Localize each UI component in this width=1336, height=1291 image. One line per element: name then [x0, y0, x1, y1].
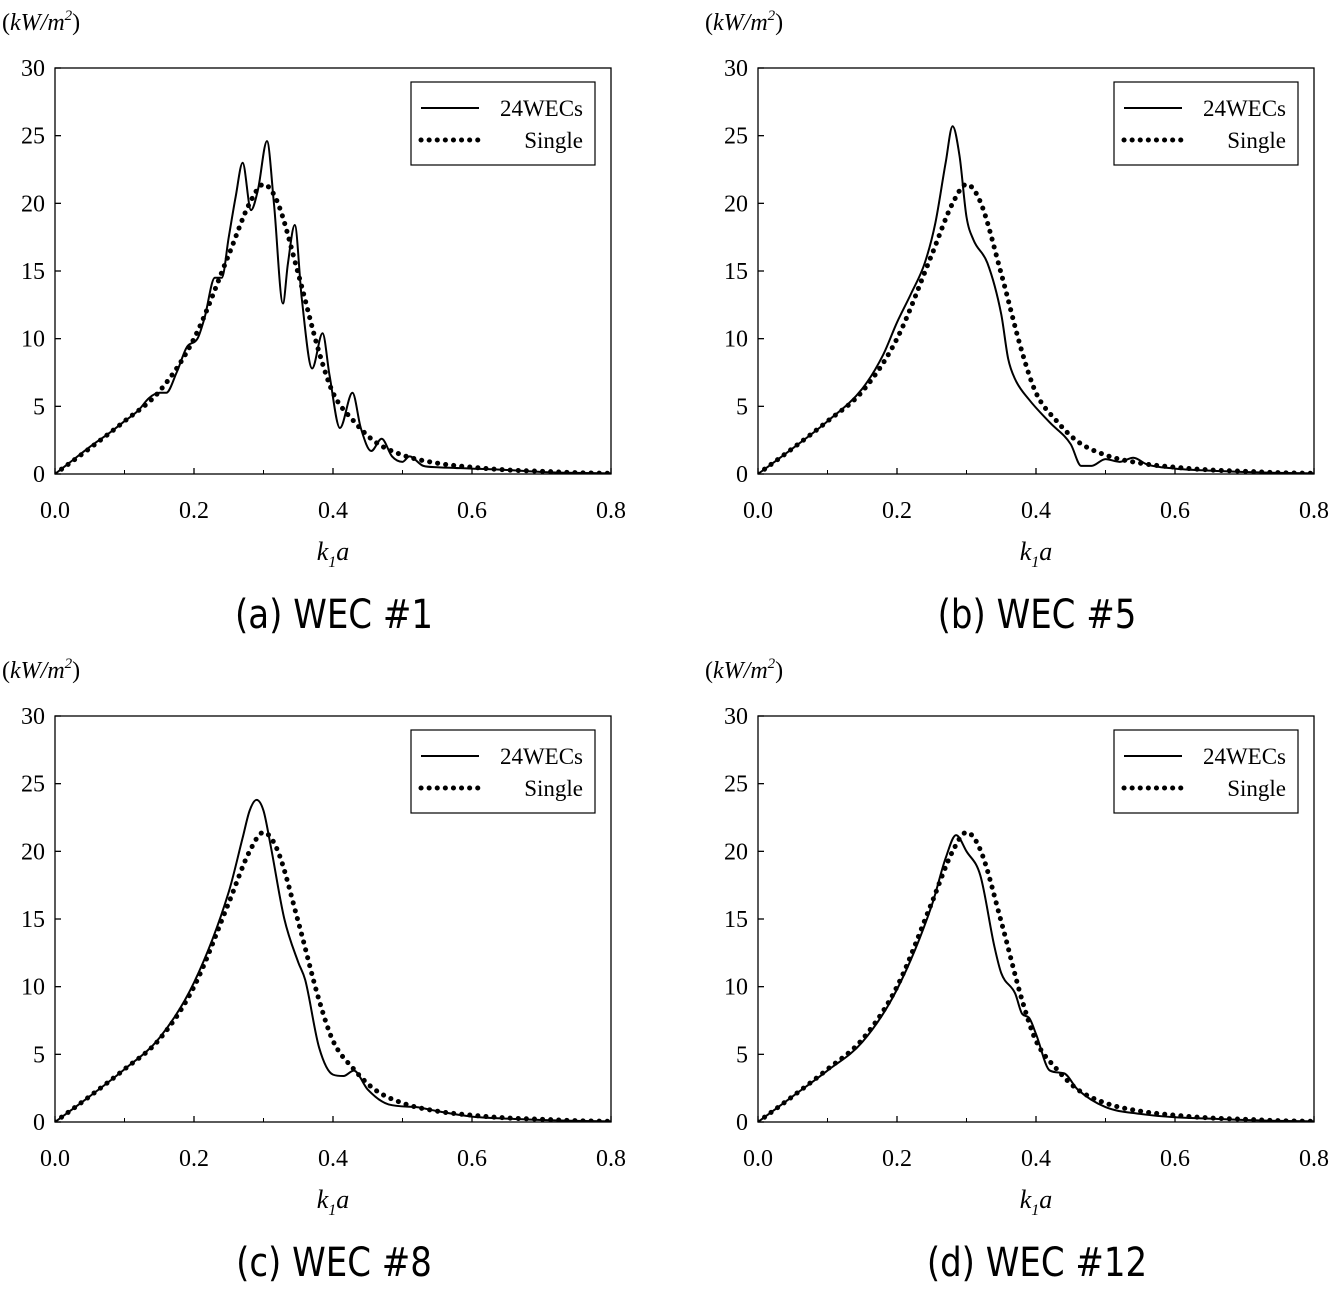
y-tick-label-d: 20: [724, 839, 748, 865]
y-tick-label-c: 0: [33, 1110, 45, 1136]
y-tick-label-a: 15: [21, 259, 45, 285]
y-unit-label-b: (kW/m2): [705, 8, 783, 36]
legend-box-c: [410, 729, 596, 814]
x-tick-label-c: 0.4: [318, 1146, 348, 1172]
legend-label-single-c: Single: [524, 776, 583, 801]
y-tick-label-b: 20: [724, 191, 748, 217]
y-tick-label-a: 30: [21, 56, 45, 82]
x-tick-label-c: 0.8: [596, 1146, 626, 1172]
y-tick-label-b: 25: [724, 124, 748, 150]
y-tick-label-c: 15: [21, 907, 45, 933]
legend-label-24wecs-a: 24WECs: [500, 96, 583, 121]
y-tick-label-c: 30: [21, 704, 45, 730]
chart-svg-a: (kW/m2) 0 5 10 15 20 25 30 0.0 0.2 0.4 0.6 0.8 k1a 24W…: [2, 8, 626, 571]
chart-panel-b: (kW/m2) 0 5 10 15 20 25 30 0.0 0.2 0.4 0.6 0.8 k1a 24W…: [703, 0, 1336, 643]
x-axis-label-a: k1a: [317, 537, 350, 571]
y-tick-label-c: 5: [33, 1042, 45, 1068]
x-tick-label-d: 0.0: [743, 1146, 773, 1172]
x-tick-label-b: 0.8: [1299, 498, 1329, 524]
y-tick-label-d: 30: [724, 704, 748, 730]
series-line-single-b: [758, 181, 1314, 474]
legend-box-b: [1113, 81, 1299, 166]
y-tick-label-c: 25: [21, 772, 45, 798]
legend-box-a: [410, 81, 596, 166]
legend-label-single-d: Single: [1227, 776, 1286, 801]
chart-panel-c: (kW/m2) 0 5 10 15 20 25 30 0.0 0.2 0.4 0.6 0.8 k1a 24W…: [0, 648, 668, 1291]
y-tick-label-a: 25: [21, 124, 45, 150]
series-line-24wecs-d: [758, 834, 1314, 1122]
x-tick-label-c: 0.0: [40, 1146, 70, 1172]
x-tick-label-a: 0.2: [179, 498, 209, 524]
x-tick-label-b: 0.4: [1021, 498, 1051, 524]
chart-svg-d: (kW/m2) 0 5 10 15 20 25 30 0.0 0.2 0.4 0.6 0.8 k1a 24W…: [705, 656, 1329, 1219]
x-axis-label-b: k1a: [1020, 537, 1053, 571]
legend-label-24wecs-b: 24WECs: [1203, 96, 1286, 121]
chart-caption-a: (a) WEC #1: [235, 592, 433, 638]
chart-panel-a: (kW/m2) 0 5 10 15 20 25 30 0.0 0.2 0.4 0.6 0.8 k1a 24W…: [0, 0, 668, 643]
x-tick-label-c: 0.6: [457, 1146, 487, 1172]
chart-svg-c: (kW/m2) 0 5 10 15 20 25 30 0.0 0.2 0.4 0.6 0.8 k1a 24W…: [2, 656, 626, 1219]
y-unit-label-a: (kW/m2): [2, 8, 80, 36]
x-tick-label-c: 0.2: [179, 1146, 209, 1172]
series-line-single-d: [758, 829, 1314, 1122]
chart-svg-b: (kW/m2) 0 5 10 15 20 25 30 0.0 0.2 0.4 0.6 0.8 k1a 24W…: [705, 8, 1329, 571]
x-tick-label-a: 0.8: [596, 498, 626, 524]
x-tick-label-b: 0.2: [882, 498, 912, 524]
legend-box-d: [1113, 729, 1299, 814]
legend-label-24wecs-d: 24WECs: [1203, 744, 1286, 769]
y-tick-label-a: 10: [21, 327, 45, 353]
y-unit-label-c: (kW/m2): [2, 656, 80, 684]
y-tick-label-b: 30: [724, 56, 748, 82]
chart-caption-d: (d) WEC #12: [926, 1240, 1148, 1286]
chart-panel-d: (kW/m2) 0 5 10 15 20 25 30 0.0 0.2 0.4 0.6 0.8 k1a 24W…: [703, 648, 1336, 1291]
x-tick-label-b: 0.6: [1160, 498, 1190, 524]
series-line-24wecs-a: [55, 140, 611, 474]
chart-caption-c: (c) WEC #8: [236, 1240, 432, 1286]
legend-label-single-b: Single: [1227, 128, 1286, 153]
series-line-24wecs-c: [55, 798, 611, 1122]
y-tick-label-a: 5: [33, 394, 45, 420]
y-tick-label-d: 25: [724, 772, 748, 798]
x-tick-label-d: 0.6: [1160, 1146, 1190, 1172]
x-tick-label-d: 0.2: [882, 1146, 912, 1172]
y-tick-label-d: 15: [724, 907, 748, 933]
y-tick-label-b: 0: [736, 462, 748, 488]
y-tick-label-c: 10: [21, 975, 45, 1001]
x-axis-label-c: k1a: [317, 1185, 350, 1219]
series-line-single-c: [55, 829, 611, 1122]
series-line-single-a: [55, 181, 611, 474]
legend-label-single-a: Single: [524, 128, 583, 153]
y-tick-label-d: 10: [724, 975, 748, 1001]
x-tick-label-a: 0.6: [457, 498, 487, 524]
x-tick-label-a: 0.0: [40, 498, 70, 524]
y-tick-label-b: 10: [724, 327, 748, 353]
x-tick-label-a: 0.4: [318, 498, 348, 524]
x-tick-label-d: 0.4: [1021, 1146, 1051, 1172]
y-tick-label-b: 15: [724, 259, 748, 285]
y-tick-label-a: 20: [21, 191, 45, 217]
y-unit-label-d: (kW/m2): [705, 656, 783, 684]
legend-label-24wecs-c: 24WECs: [500, 744, 583, 769]
chart-caption-b: (b) WEC #5: [937, 592, 1137, 638]
y-tick-label-d: 5: [736, 1042, 748, 1068]
y-tick-label-d: 0: [736, 1110, 748, 1136]
y-tick-label-c: 20: [21, 839, 45, 865]
series-line-24wecs-b: [758, 125, 1314, 474]
x-axis-label-d: k1a: [1020, 1185, 1053, 1219]
y-tick-label-a: 0: [33, 462, 45, 488]
x-tick-label-b: 0.0: [743, 498, 773, 524]
x-tick-label-d: 0.8: [1299, 1146, 1329, 1172]
y-tick-label-b: 5: [736, 394, 748, 420]
